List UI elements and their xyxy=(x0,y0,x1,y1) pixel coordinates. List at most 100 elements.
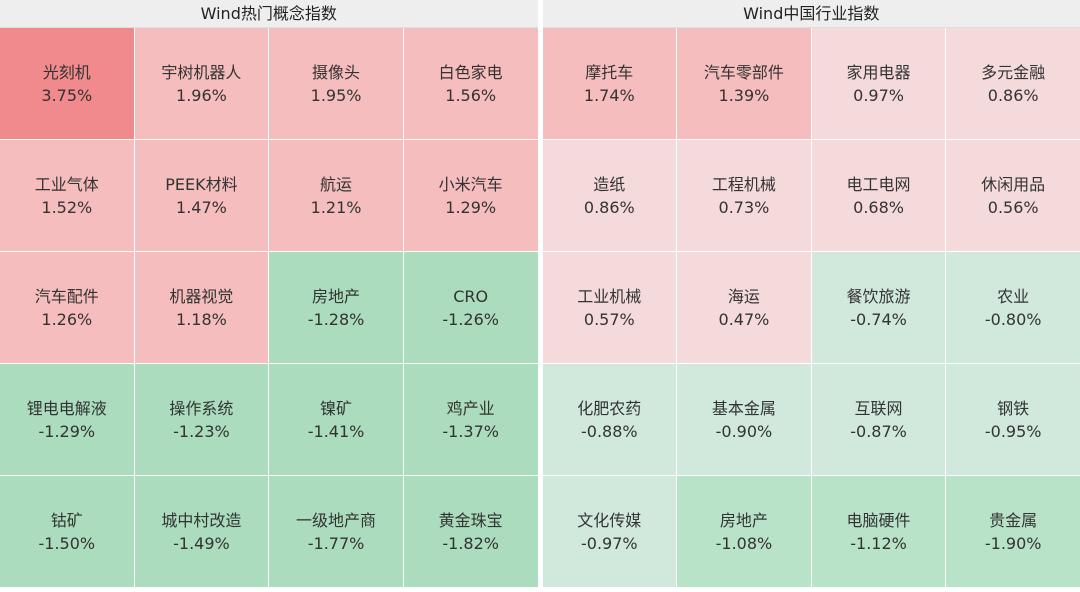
heatmap-cell: 汽车配件 1.26% xyxy=(0,252,134,363)
cell-change: -0.80% xyxy=(984,309,1042,329)
cell-name: 黄金珠宝 xyxy=(438,510,503,530)
cell-name: 房地产 xyxy=(719,510,768,530)
cell-name: 锂电电解液 xyxy=(26,398,107,418)
cell-name: 化肥农药 xyxy=(577,398,642,418)
cell-name: 多元金融 xyxy=(981,62,1046,82)
heatmap-cell: 宇树机器人 1.96% xyxy=(134,28,269,139)
cell-change: 1.29% xyxy=(445,197,497,217)
cell-change: -1.50% xyxy=(38,533,96,553)
cell-name: 餐饮旅游 xyxy=(846,286,911,306)
heatmap-cell: 农业 -0.80% xyxy=(946,252,1080,363)
heatmap-cell: 航运 1.21% xyxy=(269,140,403,251)
cell-change: 0.68% xyxy=(853,197,904,217)
heatmap-cell: 餐饮旅游 -0.74% xyxy=(811,252,946,363)
cell-change: -1.29% xyxy=(38,421,96,441)
heatmap-cell: 工业机械 0.57% xyxy=(542,252,677,363)
cell-name: 光刻机 xyxy=(42,62,91,82)
cell-name: 一级地产商 xyxy=(296,510,377,530)
cell-name: 镍矿 xyxy=(320,398,353,418)
heatmap-cell: 锂电电解液 -1.29% xyxy=(0,364,134,475)
heatmap-cell: 摄像头 1.95% xyxy=(269,28,403,139)
heatmap-grid: 摩托车 1.74% 汽车零部件 1.39% 家用电器 0.97% 多元金融 0.86% 造纸 0.… xyxy=(542,28,1080,587)
cell-name: 房地产 xyxy=(312,286,361,306)
cell-change: -1.12% xyxy=(850,533,907,553)
heatmap-cell: 工程机械 0.73% xyxy=(677,140,811,251)
cell-name: 摄像头 xyxy=(312,62,361,82)
cell-change: 0.47% xyxy=(718,309,770,329)
cell-change: -0.87% xyxy=(850,421,907,441)
cell-name: CRO xyxy=(453,286,489,306)
heatmap-cell: 贵金属 -1.90% xyxy=(946,476,1080,587)
heatmap-cell: 房地产 -1.08% xyxy=(677,476,811,587)
heatmap-cell: 房地产 -1.28% xyxy=(269,252,403,363)
cell-name: 电脑硬件 xyxy=(846,510,911,530)
heatmap-cell: 小米汽车 1.29% xyxy=(403,140,538,251)
cell-name: 小米汽车 xyxy=(438,174,503,194)
cell-name: 工业机械 xyxy=(577,286,642,306)
heatmap-cell: PEEK材料 1.47% xyxy=(134,140,269,251)
panel-title: Wind中国行业指数 xyxy=(542,0,1080,28)
heatmap-cell: 化肥农药 -0.88% xyxy=(542,364,677,475)
cell-name: 造纸 xyxy=(593,174,626,194)
cell-change: -1.90% xyxy=(984,533,1042,553)
cell-name: 基本金属 xyxy=(711,398,776,418)
cell-change: -0.90% xyxy=(715,421,773,441)
cell-change: -1.41% xyxy=(307,421,365,441)
cell-change: 1.47% xyxy=(176,197,227,217)
cell-name: PEEK材料 xyxy=(165,174,238,194)
heatmap-cell: CRO -1.26% xyxy=(403,252,538,363)
cell-name: 钴矿 xyxy=(50,510,83,530)
cell-change: 0.86% xyxy=(987,85,1039,105)
heatmap-cell: 鸡产业 -1.37% xyxy=(403,364,538,475)
heatmap-cell: 一级地产商 -1.77% xyxy=(269,476,403,587)
panel: Wind中国行业指数 摩托车 1.74% 汽车零部件 1.39% 家用电器 0.97% 多元金… xyxy=(542,0,1080,592)
cell-change: -1.26% xyxy=(442,309,499,329)
cell-change: -1.49% xyxy=(173,533,230,553)
heatmap-cell: 城中村改造 -1.49% xyxy=(134,476,269,587)
heatmap-cell: 白色家电 1.56% xyxy=(403,28,538,139)
cell-change: -1.77% xyxy=(307,533,365,553)
heatmap-cell: 造纸 0.86% xyxy=(542,140,677,251)
cell-change: 1.26% xyxy=(41,309,93,329)
heatmap-cell: 文化传媒 -0.97% xyxy=(542,476,677,587)
heatmap-cell: 电脑硬件 -1.12% xyxy=(811,476,946,587)
cell-name: 工业气体 xyxy=(34,174,99,194)
cell-change: -0.74% xyxy=(850,309,907,329)
cell-change: 1.56% xyxy=(445,85,497,105)
panel-title: Wind热门概念指数 xyxy=(0,0,538,28)
cell-change: 3.75% xyxy=(41,85,93,105)
heatmap-cell: 钴矿 -1.50% xyxy=(0,476,134,587)
cell-change: 1.21% xyxy=(310,197,362,217)
cell-name: 文化传媒 xyxy=(577,510,642,530)
heatmap-cell: 互联网 -0.87% xyxy=(811,364,946,475)
heatmap-cell: 工业气体 1.52% xyxy=(0,140,134,251)
cell-change: -1.23% xyxy=(173,421,230,441)
heatmap-cell: 机器视觉 1.18% xyxy=(134,252,269,363)
cell-name: 家用电器 xyxy=(846,62,911,82)
cell-name: 城中村改造 xyxy=(161,510,242,530)
cell-change: 0.56% xyxy=(987,197,1039,217)
cell-name: 航运 xyxy=(320,174,353,194)
cell-name: 贵金属 xyxy=(989,510,1038,530)
cell-change: 0.97% xyxy=(853,85,904,105)
heatmap-grid: 光刻机 3.75% 宇树机器人 1.96% 摄像头 1.95% 白色家电 1.56% 工业气体 1… xyxy=(0,28,538,587)
heatmap-cell: 钢铁 -0.95% xyxy=(946,364,1080,475)
heatmap-cell: 休闲用品 0.56% xyxy=(946,140,1080,251)
heatmap-cell: 黄金珠宝 -1.82% xyxy=(403,476,538,587)
heatmap-cell: 光刻机 3.75% xyxy=(0,28,134,139)
cell-change: -0.97% xyxy=(581,533,638,553)
cell-name: 互联网 xyxy=(854,398,903,418)
cell-name: 操作系统 xyxy=(169,398,234,418)
cell-name: 机器视觉 xyxy=(169,286,234,306)
cell-change: 1.74% xyxy=(583,85,635,105)
cell-change: 1.95% xyxy=(310,85,362,105)
heatmap-cell: 电工电网 0.68% xyxy=(811,140,946,251)
cell-change: 1.52% xyxy=(41,197,93,217)
cell-change: -1.82% xyxy=(442,533,499,553)
cell-name: 工程机械 xyxy=(711,174,776,194)
cell-name: 农业 xyxy=(997,286,1030,306)
heatmap-cell: 基本金属 -0.90% xyxy=(677,364,811,475)
cell-change: 0.86% xyxy=(583,197,635,217)
heatmap-cell: 操作系统 -1.23% xyxy=(134,364,269,475)
